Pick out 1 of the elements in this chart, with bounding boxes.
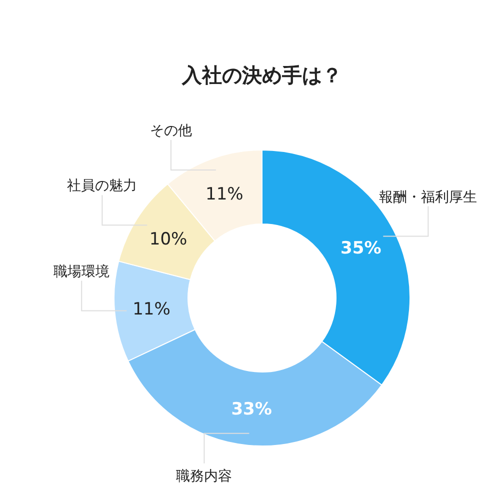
- title: 入社の決め手は？: [182, 63, 342, 87]
